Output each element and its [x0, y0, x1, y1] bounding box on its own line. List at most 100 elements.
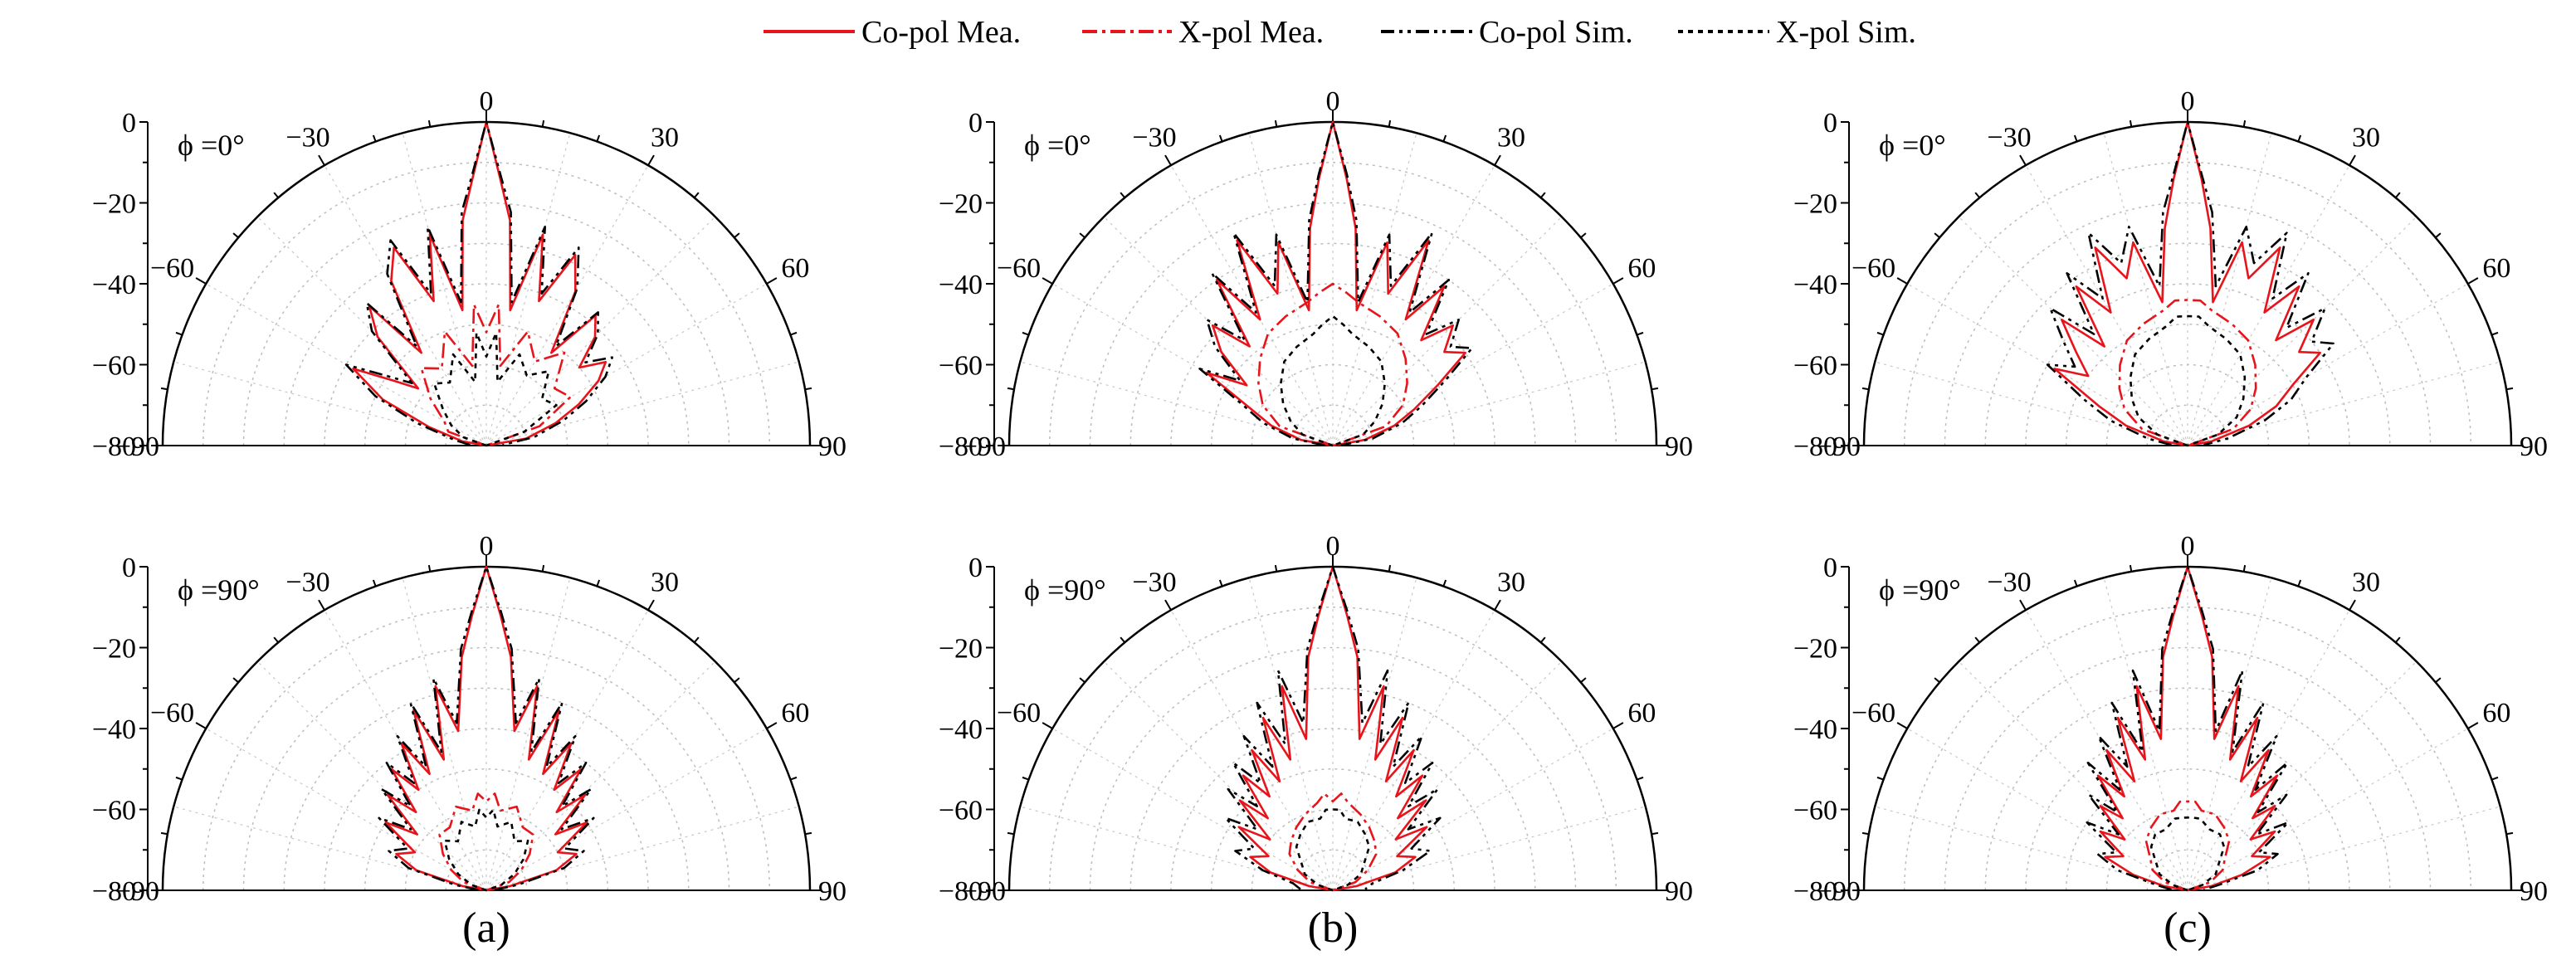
- arc-tick: [1539, 636, 1546, 643]
- grid-circle: [1904, 607, 2471, 891]
- arc-tick: [596, 579, 601, 587]
- grid-spoke: [2187, 216, 2417, 446]
- grid-spoke: [2025, 164, 2188, 446]
- grid-spoke: [2187, 578, 2272, 891]
- arc-tick: [647, 154, 655, 166]
- arc-tick: [195, 722, 207, 729]
- grid-spoke: [1332, 361, 1646, 446]
- arc-tick: [232, 677, 239, 684]
- arc-tick: [1388, 564, 1392, 573]
- angle-tick-label: −90: [1817, 876, 1861, 907]
- arc-tick: [693, 192, 700, 198]
- series-co-sim: [378, 565, 595, 891]
- grid-spoke: [485, 728, 768, 891]
- angle-tick-label: −60: [997, 698, 1041, 729]
- angle-tick-label: 90: [818, 876, 846, 907]
- angle-tick-label: −60: [1852, 253, 1895, 284]
- arc-tick: [1022, 331, 1029, 336]
- arc-tick: [1539, 192, 1546, 198]
- arc-tick: [195, 277, 207, 285]
- arc-tick: [1580, 232, 1587, 239]
- polar-panel-r0-c0: 0 −20 −40 −60 −80−90 −60 −30 0 30 60 90 ϕ =0°: [92, 86, 846, 462]
- arc-tick: [2349, 599, 2356, 611]
- radial-tick-label: 0: [1823, 108, 1837, 139]
- arc-tick: [1442, 134, 1447, 142]
- arc-tick: [232, 232, 239, 239]
- series-co-sim: [1224, 565, 1442, 890]
- angle-tick-label: 60: [2482, 698, 2510, 729]
- angle-tick-label: −60: [150, 253, 194, 284]
- arc-tick: [273, 192, 280, 198]
- arc-tick: [1580, 677, 1587, 684]
- angle-tick-label: −90: [1817, 431, 1861, 462]
- arc-tick: [1442, 579, 1447, 587]
- legend-label-x-pol-sim: X-pol Sim.: [1776, 15, 1916, 50]
- angle-tick-label: 0: [1326, 86, 1340, 117]
- grid-spoke: [1906, 728, 2188, 891]
- arc-tick: [1022, 776, 1029, 781]
- arc-tick: [1876, 776, 1884, 781]
- arc-tick: [647, 599, 655, 611]
- angle-tick-label: 30: [651, 568, 679, 598]
- grid-spoke: [1332, 216, 1563, 446]
- angle-tick-label: 30: [1497, 123, 1525, 154]
- legend-item-x-pol-sim: X-pol Sim.: [1678, 15, 1916, 50]
- phi-label: ϕ =0°: [1024, 129, 1091, 162]
- arc-tick: [1637, 331, 1644, 336]
- angle-tick-label: 60: [781, 253, 809, 284]
- arc-tick: [1896, 722, 1908, 729]
- arc-tick: [2467, 277, 2479, 285]
- legend-label-co-pol-sim: Co-pol Sim.: [1479, 15, 1633, 50]
- radial-tick-label: −20: [1793, 634, 1837, 665]
- radial-tick-label: −20: [1793, 189, 1837, 220]
- radial-tick-label: −60: [1793, 351, 1837, 382]
- grid-spoke: [485, 283, 768, 446]
- angle-tick-label: 90: [1665, 431, 1693, 462]
- radial-tick-label: 0: [122, 108, 136, 139]
- grid-spoke: [324, 609, 487, 891]
- legend-item-co-pol-sim: Co-pol Sim.: [1381, 15, 1633, 50]
- grid-circle: [202, 607, 770, 891]
- grid-spoke: [1332, 728, 1614, 891]
- radial-tick-label: −80: [92, 876, 136, 907]
- angle-tick-label: −60: [997, 253, 1041, 284]
- arc-tick: [1164, 154, 1172, 166]
- arc-tick: [1494, 154, 1501, 166]
- grid-spoke: [2187, 164, 2350, 446]
- polar-panel-r1-c0: 0 −20 −40 −60 −80−90 −60 −30 0 30 60 90 ϕ =90°: [92, 531, 846, 907]
- arc-tick: [1934, 232, 1940, 239]
- legend: Co-pol Mea. X-pol Mea. Co-pol Sim. X-pol…: [764, 15, 1916, 50]
- arc-tick: [1934, 677, 1940, 684]
- radial-tick-label: −40: [92, 714, 136, 745]
- phi-label: ϕ =90°: [178, 573, 260, 607]
- legend-label-co-pol-mea: Co-pol Mea.: [861, 15, 1021, 50]
- arc-tick: [1218, 134, 1223, 142]
- arc-tick: [2073, 579, 2078, 587]
- radial-tick-label: 0: [1823, 553, 1837, 583]
- arc-tick: [175, 776, 183, 781]
- arc-tick: [273, 636, 280, 643]
- angle-tick-label: 60: [781, 698, 809, 729]
- grid-spoke: [1332, 660, 1563, 891]
- polar-panel-r1-c2: 0 −20 −40 −60 −80−90 −60 −30 0 30 60 90 ϕ =90°: [1793, 531, 2548, 907]
- arc-tick: [2242, 119, 2247, 128]
- angle-tick-label: 90: [818, 431, 846, 462]
- radial-tick-label: 0: [968, 553, 983, 583]
- series-x-sim: [1295, 808, 1371, 892]
- angle-tick-label: 60: [1627, 698, 1656, 729]
- arc-tick: [1861, 387, 1870, 391]
- arc-tick: [1007, 387, 1015, 391]
- radial-tick-label: −20: [939, 189, 983, 220]
- radial-tick-label: −80: [939, 431, 983, 462]
- arc-tick: [2505, 387, 2514, 391]
- series-x-mea: [1288, 792, 1378, 892]
- arc-tick: [2435, 677, 2442, 684]
- arc-tick: [2394, 636, 2401, 643]
- panel-label-c: (c): [2164, 904, 2212, 952]
- legend-label-x-pol-mea: X-pol Mea.: [1178, 15, 1324, 50]
- arc-tick: [2073, 134, 2078, 142]
- arc-tick: [1079, 677, 1086, 684]
- arc-tick: [372, 579, 377, 587]
- grid-spoke: [402, 133, 487, 446]
- arc-tick: [1861, 831, 1870, 836]
